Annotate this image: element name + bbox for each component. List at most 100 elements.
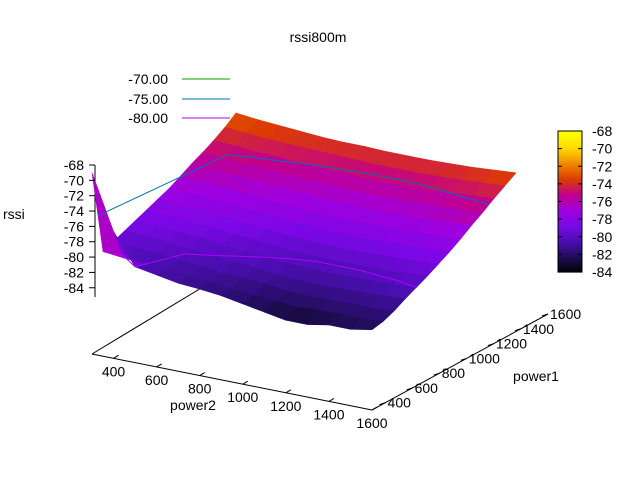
colorbox-band <box>558 220 582 224</box>
colorbox-band <box>558 138 582 141</box>
colorbox-tick-label: -80 <box>592 229 612 245</box>
colorbox-band <box>558 189 582 193</box>
colorbox-band <box>558 213 582 217</box>
colorbox-band <box>558 196 582 200</box>
y-front-axis-line <box>371 313 549 411</box>
colorbox-band <box>558 180 582 184</box>
colorbox-band <box>558 232 582 235</box>
colorbox-band <box>558 227 582 231</box>
colorbox-tick-label: -74 <box>592 176 612 192</box>
colorbox-band <box>558 135 582 139</box>
contour-line-80 <box>102 250 417 288</box>
colorbox-band <box>558 217 582 221</box>
colorbox-band <box>558 262 582 266</box>
colorbox-tick-label: -84 <box>592 264 612 280</box>
colorbox-band <box>558 163 582 167</box>
colorbox-band <box>558 246 582 250</box>
z-tick-label: -84 <box>64 280 84 296</box>
z-tick-label: -80 <box>64 249 84 265</box>
y-tick-label: 1200 <box>496 336 527 352</box>
colorbox-band <box>558 243 582 247</box>
colorbox-band <box>558 253 582 257</box>
z-tick-label: -78 <box>64 234 84 250</box>
colorbox-band <box>558 159 582 163</box>
z-tick-label: -74 <box>64 203 84 219</box>
contour-line-75 <box>97 154 490 217</box>
x-tick-mark <box>328 397 335 402</box>
y-axis-label: power1 <box>513 368 559 384</box>
colorbox-band <box>558 199 582 203</box>
axis-ticks: -68-70-72-74-76-78-80-82-84 400 600 800 1000… <box>64 157 582 431</box>
colorbox-band <box>558 225 582 228</box>
z-tick-label: -72 <box>64 188 84 204</box>
colorbox-band <box>558 229 582 233</box>
colorbox-band <box>558 241 582 245</box>
x-tick-label: 1600 <box>356 415 387 431</box>
z-tick-label: -82 <box>64 264 84 280</box>
colorbox-band <box>558 192 582 196</box>
colorbox-band <box>558 215 582 219</box>
colorbox-band <box>558 248 582 252</box>
x-tick-label: 1000 <box>227 389 258 405</box>
x-tick-label: 400 <box>102 363 126 379</box>
x-tick-label: 1400 <box>313 406 344 422</box>
x-tick-mark <box>285 389 292 394</box>
legend-label-2: -80.00 <box>128 110 168 126</box>
colorbox-band <box>558 206 582 210</box>
colorbox-band <box>558 250 582 254</box>
colorbox-tick-label: -76 <box>592 194 612 210</box>
y-tick-label: 1000 <box>469 350 500 366</box>
legend-label-1: -75.00 <box>128 91 168 107</box>
colorbox-band <box>558 147 582 151</box>
surface-quad <box>349 318 384 331</box>
x-axis-label: power2 <box>170 397 216 413</box>
z-tick-label: -70 <box>64 172 84 188</box>
x-tick-label: 800 <box>188 381 212 397</box>
chart-title: rssi800m <box>290 29 347 45</box>
colorbox-band <box>558 257 582 261</box>
colorbox: -68 -70-72 -74 -76-78 -80-82 -84 <box>557 123 612 280</box>
colorbox-band <box>558 201 582 205</box>
colorbox-band <box>558 175 582 179</box>
y-tick-label: 1600 <box>550 306 581 322</box>
colorbox-band <box>558 145 582 149</box>
colorbox-band <box>558 173 582 177</box>
z-tick-label: -76 <box>64 218 84 234</box>
colorbox-band <box>558 142 582 146</box>
colorbox-tick-label: -72 <box>592 158 612 174</box>
legend-label-0: -70.00 <box>128 71 168 87</box>
colorbox-tick-label: -68 <box>592 123 612 139</box>
x-tick-mark <box>199 372 205 376</box>
colorbox-band <box>558 234 582 238</box>
y-tick-label: 600 <box>415 380 439 396</box>
colorbox-band <box>558 210 582 214</box>
colorbox-band <box>558 156 582 160</box>
colorbox-band <box>558 140 582 144</box>
x-tick-label: 1200 <box>270 398 301 414</box>
x-tick-label: 600 <box>145 372 169 388</box>
x-tick-mark <box>156 363 162 368</box>
colorbox-band <box>558 255 582 259</box>
y-tick-label: 1400 <box>523 321 554 337</box>
colorbox-tick-label: -78 <box>592 211 612 227</box>
z-axis-label: rssi <box>3 206 25 222</box>
colorbox-band <box>558 264 582 268</box>
contour-legend: -70.00 -75.00 -80.00 <box>128 71 230 126</box>
colorbox-tick-label: -70 <box>592 141 612 157</box>
colorbox-band <box>558 222 582 226</box>
colorbox-band <box>558 185 582 188</box>
colorbox-band <box>558 152 582 156</box>
colorbox-band <box>558 154 582 158</box>
x-tick-mark <box>113 354 119 359</box>
x-tick-mark <box>242 380 249 385</box>
colorbox-band <box>558 187 582 191</box>
colorbox-tick-label: -82 <box>592 246 612 262</box>
x-axis-line <box>91 353 373 411</box>
colorbox-band <box>558 182 582 186</box>
colorbox-band <box>558 178 582 181</box>
colorbox-band <box>558 267 582 271</box>
colorbox-band <box>558 236 582 240</box>
z-tick-label: -68 <box>64 157 84 173</box>
colorbox-band <box>558 194 582 198</box>
